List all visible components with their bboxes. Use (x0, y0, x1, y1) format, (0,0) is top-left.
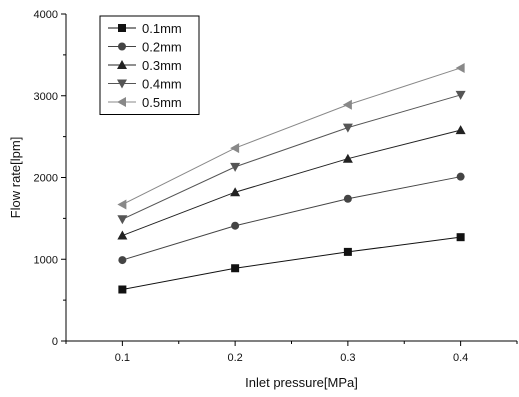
series-3 (117, 125, 466, 240)
legend-item: 0.3mm (108, 58, 182, 73)
y-tick-label: 0 (52, 336, 58, 348)
y-tick-label: 2000 (34, 173, 58, 185)
data-point (230, 143, 240, 154)
legend-marker (117, 79, 127, 89)
data-point (455, 62, 465, 73)
data-point (230, 162, 241, 172)
data-point (456, 233, 465, 242)
series-line (122, 129, 461, 237)
series-line (122, 94, 461, 220)
legend-marker (117, 60, 127, 69)
data-point (118, 285, 127, 294)
legend-marker (117, 97, 126, 107)
x-axis-title: Inlet pressure[MPa] (245, 375, 358, 390)
x-tick-label: 0.3 (340, 352, 355, 364)
data-point (230, 187, 241, 197)
legend-label: 0.3mm (142, 58, 182, 73)
legend-label: 0.2mm (142, 40, 182, 55)
series-2 (118, 172, 465, 265)
legend-item: 0.5mm (108, 95, 182, 110)
data-point (118, 256, 127, 265)
series-5 (117, 62, 465, 210)
y-tick-label: 1000 (34, 254, 58, 266)
x-tick-label: 0.1 (115, 352, 130, 364)
data-point (343, 247, 352, 256)
legend-label: 0.1mm (142, 21, 182, 36)
series-1 (118, 233, 465, 294)
data-point (117, 215, 128, 225)
data-point (342, 123, 353, 133)
x-tick-label: 0.2 (227, 352, 242, 364)
data-point (456, 172, 465, 181)
data-point (343, 194, 352, 203)
series-line (122, 236, 461, 290)
series-layer (117, 62, 466, 294)
data-point (342, 99, 352, 110)
data-point (342, 153, 353, 163)
data-point (231, 264, 240, 273)
legend-marker (118, 24, 126, 32)
data-point (117, 230, 128, 240)
data-point (117, 199, 127, 210)
y-tick-label: 3000 (34, 91, 58, 103)
legend-label: 0.5mm (142, 95, 182, 110)
y-tick-label: 4000 (34, 9, 58, 21)
data-point (455, 90, 466, 100)
legend: 0.1mm 0.2mm 0.3mm 0.4mm 0.5mm (99, 15, 200, 115)
x-tick-label: 0.4 (453, 352, 468, 364)
legend-marker (118, 42, 126, 51)
series-line (122, 176, 461, 261)
legend-label: 0.4mm (142, 77, 182, 92)
axes: 0 1000 2000 3000 4000 0.1 0.2 0.3 0.4 (34, 9, 518, 364)
legend-item: 0.2mm (108, 40, 182, 55)
data-point (231, 221, 240, 230)
data-point (455, 125, 466, 135)
legend-item: 0.4mm (108, 77, 182, 92)
y-axis-title: Flow rate[lpm] (8, 137, 23, 219)
legend-item: 0.1mm (108, 21, 182, 36)
series-line (122, 67, 461, 205)
series-4 (117, 90, 466, 225)
